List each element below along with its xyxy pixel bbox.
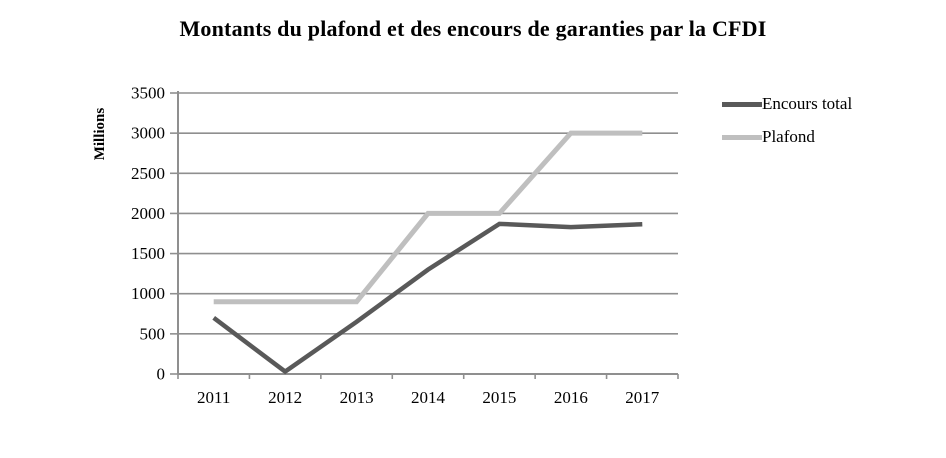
legend-label-plafond: Plafond (762, 127, 815, 146)
y-axis-unit-label: Millions (92, 108, 108, 161)
chart-title: Montants du plafond et des encours de ga… (179, 16, 767, 41)
x-tick-label: 2012 (268, 388, 302, 407)
encours-total-line-swatch (722, 101, 762, 107)
y-tick-label: 2500 (131, 164, 165, 183)
y-tick-label: 0 (157, 365, 166, 384)
x-tick-label: 2017 (625, 388, 660, 407)
x-tick-label: 2015 (482, 388, 516, 407)
series-line-plafond (213, 130, 643, 305)
legend-label-encours-total: Encours total (762, 94, 853, 113)
y-tick-label: 500 (140, 324, 166, 343)
x-tick-label: 2013 (340, 388, 374, 407)
x-tick-label: 2011 (197, 388, 230, 407)
x-tick-label: 2014 (411, 388, 446, 407)
y-tick-label: 1500 (131, 244, 165, 263)
x-tick-label: 2016 (554, 388, 588, 407)
y-tick-label: 3000 (131, 124, 165, 143)
y-tick-label: 2000 (131, 204, 165, 223)
legend-item-encours-total: Encours total (722, 94, 852, 114)
series-line-encours-total (212, 221, 643, 375)
y-tick-label: 3500 (131, 84, 165, 103)
plafond-line-swatch (722, 134, 762, 140)
legend: Encours total Plafond (722, 94, 852, 147)
y-tick-label: 1000 (131, 284, 165, 303)
legend-item-plafond: Plafond (722, 127, 852, 147)
